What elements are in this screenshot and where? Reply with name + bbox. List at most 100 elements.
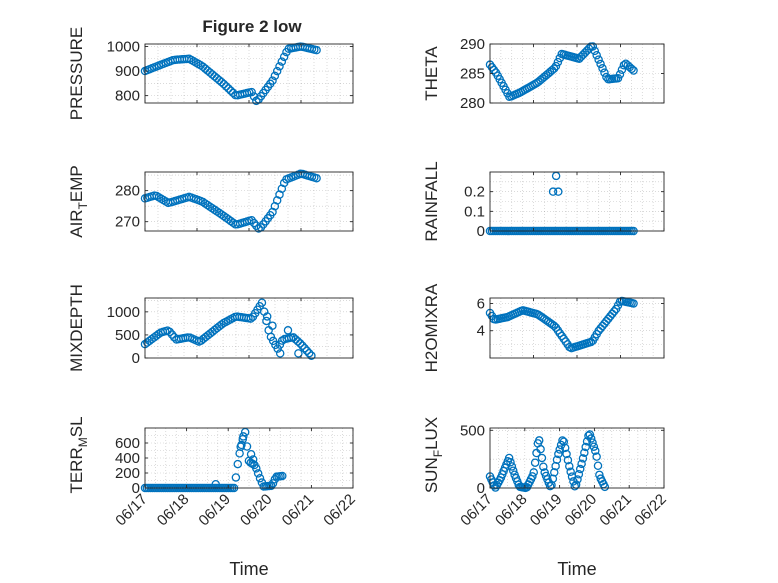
data-point: [298, 341, 307, 350]
x-tick-label: 06/22: [631, 491, 670, 530]
y-tick-label: 0: [477, 223, 485, 240]
y-tick-label: 200: [115, 465, 140, 482]
subplot-air_temp: 270 280 AIRTEMP: [67, 165, 354, 238]
data-point: [268, 479, 278, 488]
data-point: [565, 461, 574, 471]
data-point: [581, 442, 590, 452]
data-point: [257, 298, 267, 307]
x-axis-label: Time: [557, 559, 596, 579]
data-point: [537, 453, 547, 463]
data-point: [507, 462, 517, 471]
y-tick-label: 400: [115, 450, 140, 467]
data-point: [242, 442, 252, 451]
data-point: [563, 455, 573, 465]
data-point: [275, 349, 285, 358]
data-point: [559, 437, 569, 446]
data-point: [246, 449, 256, 459]
data-point: [154, 329, 163, 339]
data-point: [279, 52, 289, 62]
data-point: [562, 449, 571, 459]
data-point: [574, 470, 584, 479]
data-point: [554, 449, 563, 459]
x-tick-label: 06/19: [527, 491, 566, 530]
y-axis-label: SUNFLUX: [422, 417, 445, 493]
data-point: [252, 96, 261, 106]
data-point: [600, 482, 610, 492]
data-point: [627, 64, 636, 74]
data-point: [528, 472, 537, 481]
y-tick-label: 800: [115, 88, 140, 105]
data-point: [554, 187, 563, 196]
data-point: [578, 454, 588, 463]
data-point: [593, 461, 603, 470]
data-point: [293, 337, 303, 346]
x-tick-label: 06/20: [237, 491, 276, 530]
y-tick-label: 0: [477, 480, 485, 497]
y-axis-label: RAINFALL: [422, 161, 441, 241]
y-axis-label: TERRMSL: [67, 416, 90, 493]
data-point: [558, 436, 567, 445]
data-point: [549, 64, 559, 73]
data-point: [278, 471, 287, 481]
x-tick-label: 06/20: [562, 491, 601, 530]
data-point: [588, 438, 597, 447]
y-tick-label: 4: [477, 323, 485, 340]
data-point: [591, 446, 600, 456]
data-point: [304, 348, 314, 358]
subplot-sun_flux: 050006/1706/1806/1906/2006/2106/22SUNFLU…: [422, 417, 670, 579]
data-point: [534, 436, 544, 445]
data-point: [600, 68, 609, 77]
data-point: [233, 459, 243, 469]
data-point: [231, 473, 241, 482]
data-point: [573, 475, 582, 484]
data-point: [539, 462, 548, 471]
axes-box: [489, 427, 665, 489]
data-point: [575, 464, 585, 474]
data-point: [238, 434, 248, 444]
y-axis-label: H2OMIXRA: [422, 283, 441, 372]
data-point: [504, 453, 514, 463]
data-point: [609, 307, 619, 316]
data-point: [272, 66, 282, 76]
y-tick-label: 0: [132, 480, 140, 497]
data-point: [295, 339, 305, 348]
data-point: [553, 57, 563, 67]
data-point: [506, 457, 515, 467]
y-tick-label: 600: [115, 435, 140, 452]
data-point: [590, 46, 600, 56]
data-point: [555, 445, 564, 454]
data-point: [302, 346, 312, 355]
data-point: [266, 481, 276, 491]
data-point: [566, 467, 575, 476]
y-tick-label: 1000: [107, 38, 140, 55]
y-tick-label: 500: [115, 327, 140, 344]
data-point: [262, 312, 272, 321]
data-point: [294, 349, 303, 358]
figure-title: Figure 2 low: [202, 17, 302, 36]
data-point: [226, 86, 236, 95]
subplot-theta: 280 285 290 THETA: [422, 36, 665, 112]
x-tick-label: 06/18: [154, 491, 193, 530]
data-point: [224, 84, 233, 93]
data-point: [592, 452, 601, 461]
y-tick-label: 0: [132, 350, 140, 367]
data-point: [247, 87, 256, 97]
data-point: [246, 314, 255, 323]
data-point: [615, 70, 625, 79]
data-point: [585, 430, 595, 439]
data-point: [262, 316, 271, 326]
y-tick-label: 280: [460, 95, 485, 112]
data-point: [536, 444, 545, 454]
y-tick-label: 270: [115, 214, 140, 231]
data-point: [236, 442, 245, 451]
data-point: [594, 55, 603, 64]
data-point: [552, 455, 562, 464]
y-tick-label: 6: [477, 295, 485, 312]
subplot-rainfall: 0 0.1 0.2 RAINFALL: [422, 161, 665, 242]
data-point: [619, 60, 629, 70]
data-point: [545, 481, 555, 491]
data-point: [300, 343, 309, 353]
data-point: [217, 77, 226, 87]
